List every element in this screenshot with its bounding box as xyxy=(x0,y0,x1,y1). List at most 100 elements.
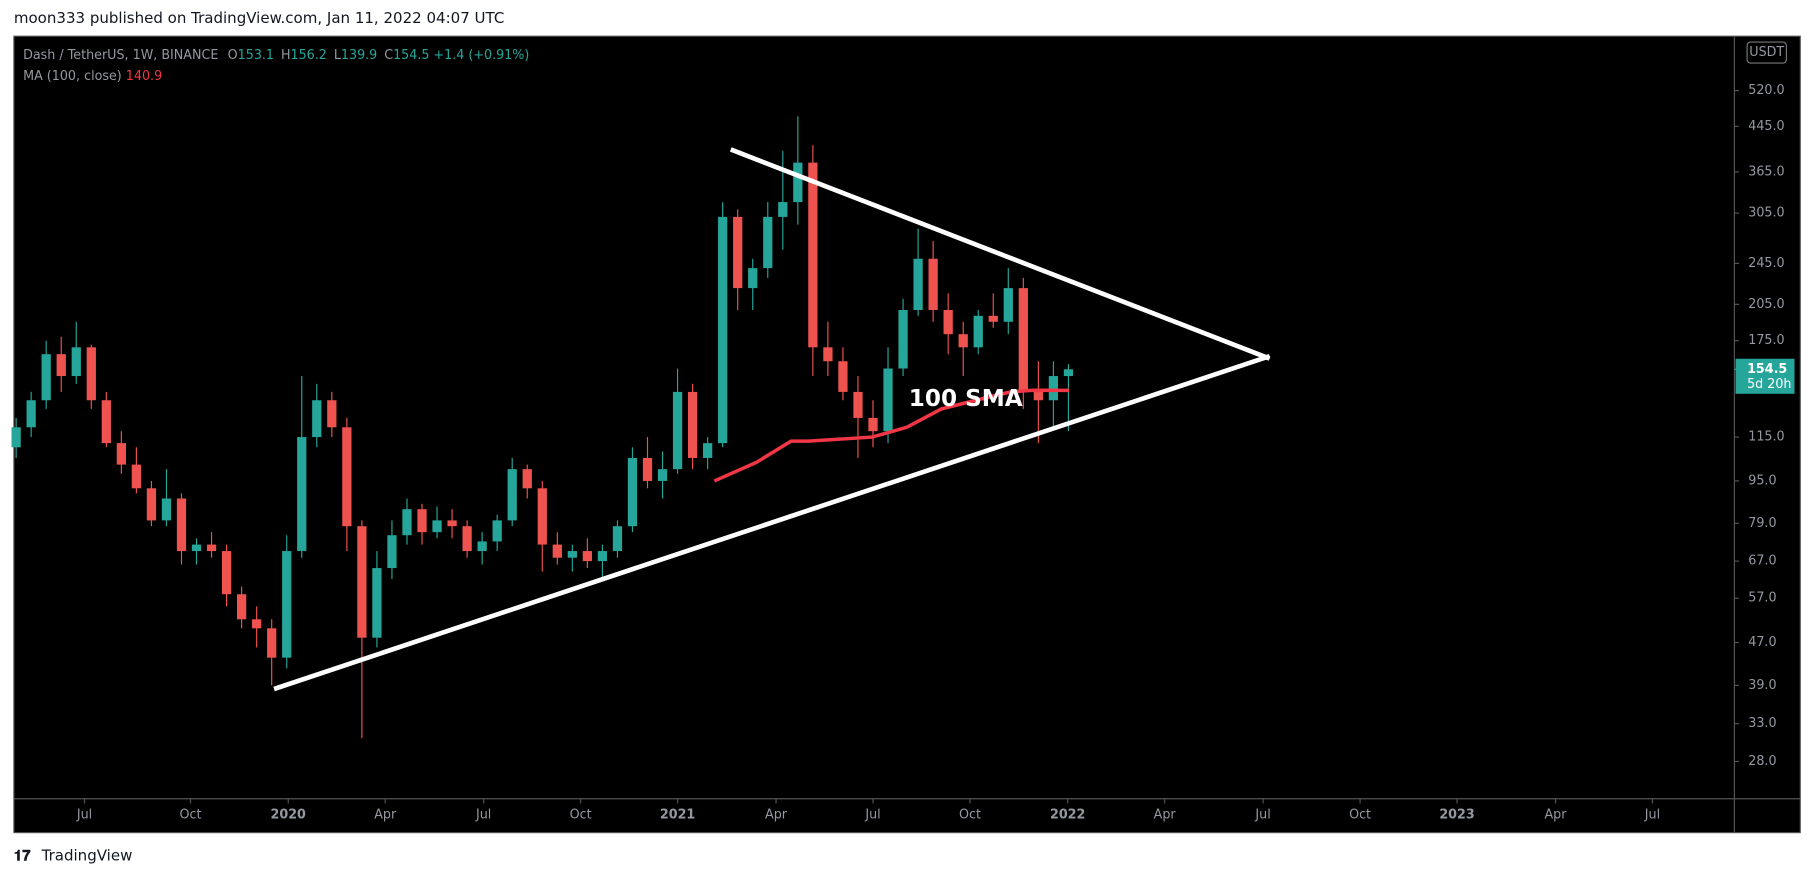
candle-body xyxy=(778,202,788,217)
candle-body xyxy=(26,400,36,428)
ohlc-value: 156.2 xyxy=(291,47,327,62)
candle-body xyxy=(1063,369,1074,377)
candle-body xyxy=(282,551,292,658)
candle-body xyxy=(267,628,277,658)
ma-value: 140.9 xyxy=(126,68,162,83)
y-tick-label: 115.0 xyxy=(1748,430,1784,445)
y-tick-label: 445.0 xyxy=(1748,119,1784,134)
candle-body xyxy=(883,368,893,432)
candle-body xyxy=(748,268,758,289)
plot: 28.0 33.0 39.0 47.0 57.0 67.0 79.0 95.0 115.0 175… xyxy=(11,83,1785,823)
x-tick-label: Apr xyxy=(374,808,397,823)
ohlc-label: C xyxy=(384,47,393,62)
y-tick-label: 520.0 xyxy=(1748,83,1784,98)
candle-body xyxy=(823,347,833,362)
candle-body xyxy=(913,258,923,310)
candle-body xyxy=(537,488,547,545)
symbol: Dash / TetherUS, 1W, BINANCE xyxy=(23,47,218,62)
candle-body xyxy=(582,551,592,562)
x-tick-label: Apr xyxy=(1154,808,1177,823)
currency-box xyxy=(1746,41,1787,64)
candle-body xyxy=(402,509,412,536)
y-tick-label: 245.0 xyxy=(1748,256,1784,271)
candle-body xyxy=(988,315,998,322)
x-tick-label: Jul xyxy=(475,808,491,823)
candle-body xyxy=(86,347,96,401)
candle-body xyxy=(312,400,322,438)
x-tick-label: Oct xyxy=(570,808,592,823)
candle-body xyxy=(252,619,262,629)
sma-annotation: 100 SMA xyxy=(909,385,1023,412)
x-tick-label: Apr xyxy=(1544,808,1567,823)
ohlc-label: O xyxy=(228,47,238,62)
candle-body xyxy=(672,391,683,470)
candle-body xyxy=(1033,391,1043,401)
x-tick-label: 2021 xyxy=(660,808,695,823)
x-tick-label: Oct xyxy=(180,808,202,823)
price-tag-countdown: 5d 20h xyxy=(1747,377,1791,392)
candle-body xyxy=(432,520,442,533)
candle-body xyxy=(327,400,337,428)
candle-body xyxy=(597,551,608,562)
candle-body xyxy=(1003,288,1013,322)
x-tick-label: Apr xyxy=(765,808,788,823)
candle-body xyxy=(943,309,953,335)
candle-body xyxy=(221,551,232,595)
candle-body xyxy=(191,544,202,552)
candle-body xyxy=(733,216,743,289)
candle-body xyxy=(763,216,773,269)
candle-body xyxy=(522,469,532,489)
y-tick-label: 28.0 xyxy=(1748,754,1776,769)
candle-body xyxy=(1018,288,1028,392)
candle-body xyxy=(176,498,187,552)
candle-body xyxy=(552,544,562,558)
x-tick-label: 2023 xyxy=(1439,808,1474,823)
candle-body xyxy=(492,520,502,542)
candle-body xyxy=(447,520,457,527)
candle-body xyxy=(703,443,713,458)
candle-body xyxy=(657,469,668,481)
ohlc: O153.1 H156.2 L139.9 C154.5 xyxy=(228,47,430,62)
candle-body xyxy=(236,594,247,620)
ohlc-label: L xyxy=(334,47,342,62)
y-tick-label: 47.0 xyxy=(1748,635,1776,650)
candle-body xyxy=(928,258,938,310)
x-tick-label: Oct xyxy=(1349,808,1371,823)
candle-body xyxy=(793,162,803,203)
candle-body xyxy=(161,498,172,521)
support-trendline xyxy=(273,353,1271,692)
ohlc-value: 154.5 xyxy=(393,47,429,62)
change: +1.4 (+0.91%) xyxy=(434,47,530,62)
y-tick-label: 205.0 xyxy=(1748,297,1784,312)
candle-body xyxy=(627,457,638,527)
candle-body xyxy=(146,488,157,521)
ma-legend: MA (100, close) 140.9 xyxy=(23,68,162,83)
candle-body xyxy=(11,427,21,448)
publish-line: moon333 published on TradingView.com, Ja… xyxy=(14,9,504,27)
y-tick-label: 39.0 xyxy=(1748,678,1776,693)
candle-body xyxy=(71,347,81,377)
y-tick-label: 365.0 xyxy=(1748,164,1784,179)
x-tick-label: Jul xyxy=(1254,808,1270,823)
candle-body xyxy=(808,162,818,348)
y-tick-label: 67.0 xyxy=(1748,554,1776,569)
candle-body xyxy=(687,391,698,458)
x-tick-label: Oct xyxy=(959,808,981,823)
ohlc-value: 139.9 xyxy=(341,47,377,62)
candle-body xyxy=(462,526,472,552)
candle-body xyxy=(507,469,517,521)
y-tick-label: 33.0 xyxy=(1748,716,1776,731)
y-tick-label: 79.0 xyxy=(1748,516,1776,531)
price-tag xyxy=(1735,358,1795,394)
candle-body xyxy=(297,437,307,552)
candle-body xyxy=(387,535,397,569)
x-tick-label: Jul xyxy=(76,808,92,823)
x-tick-label: 2022 xyxy=(1050,808,1085,823)
resistance-trendline xyxy=(729,147,1271,361)
candle-body xyxy=(973,315,983,348)
candle-body xyxy=(567,551,577,558)
candle-body xyxy=(958,334,968,348)
candle-body xyxy=(477,541,487,552)
y-tick-label: 305.0 xyxy=(1748,206,1784,221)
